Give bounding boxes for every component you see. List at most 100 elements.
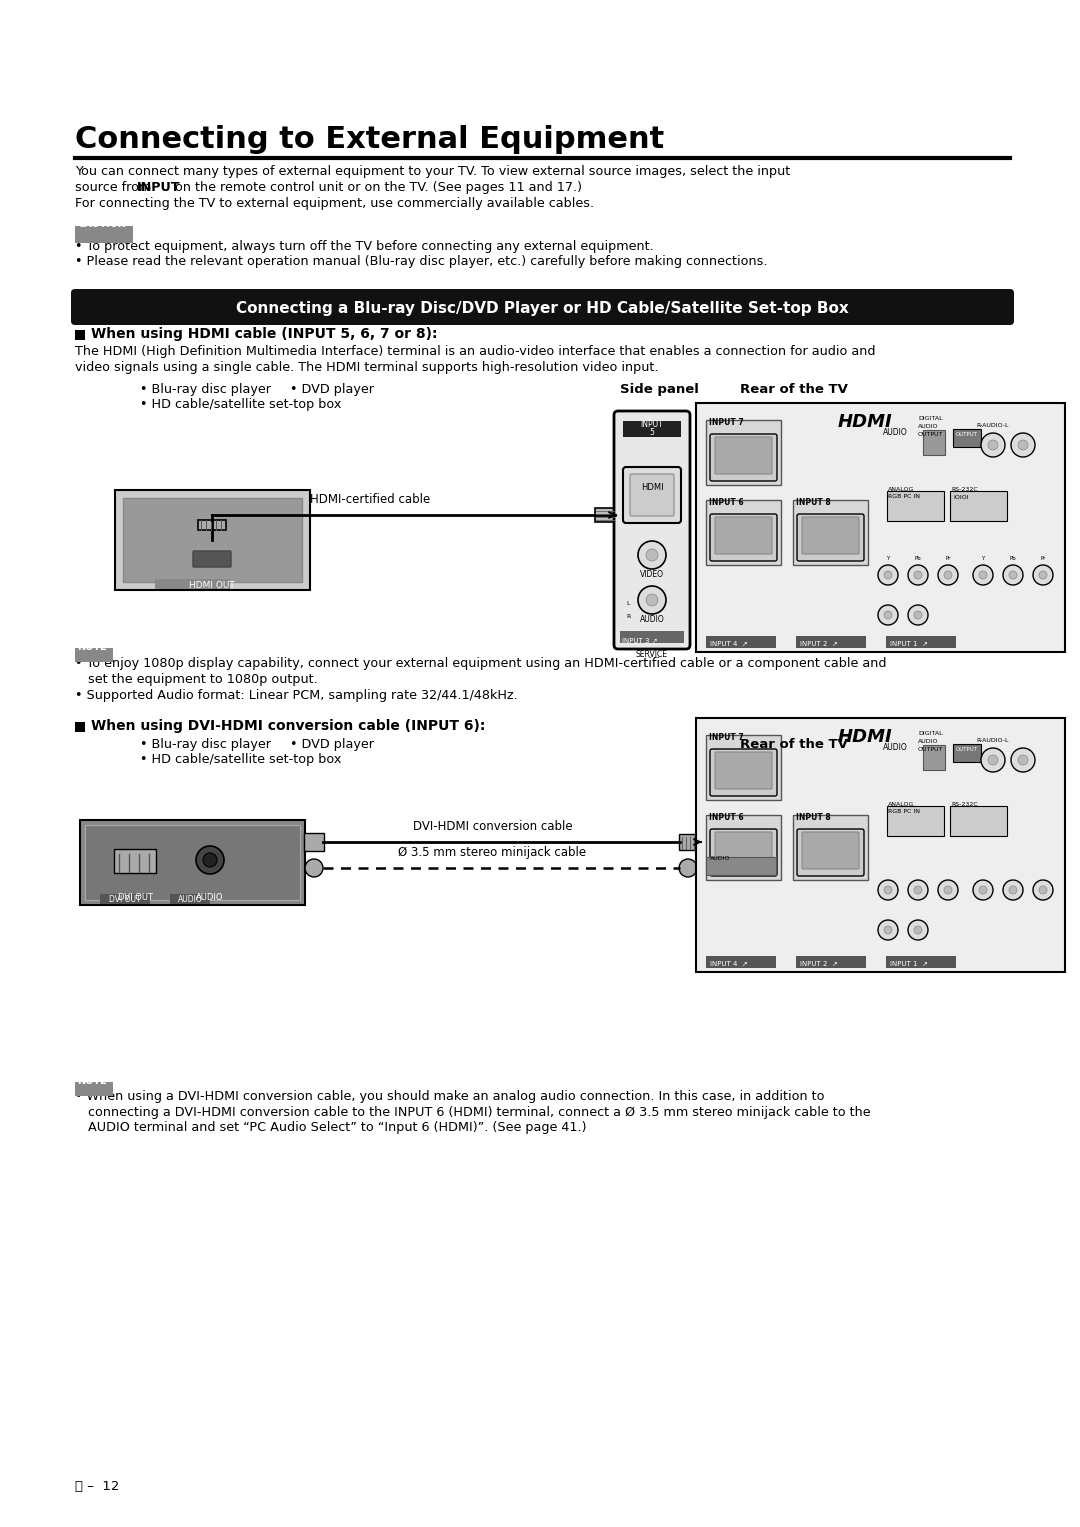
Text: Connecting a Blu-ray Disc/DVD Player or HD Cable/Satellite Set-top Box: Connecting a Blu-ray Disc/DVD Player or … bbox=[237, 301, 849, 316]
Text: AUDIO: AUDIO bbox=[710, 857, 730, 861]
Text: HDMI: HDMI bbox=[640, 483, 663, 492]
Bar bbox=[953, 744, 981, 762]
Text: INPUT 7: INPUT 7 bbox=[708, 733, 744, 742]
Text: RS-232C: RS-232C bbox=[951, 802, 977, 806]
FancyBboxPatch shape bbox=[950, 492, 1007, 521]
Text: INPUT 4  ↗: INPUT 4 ↗ bbox=[710, 641, 747, 647]
Text: R: R bbox=[626, 614, 631, 618]
Circle shape bbox=[988, 754, 998, 765]
Bar bbox=[75, 330, 85, 341]
FancyBboxPatch shape bbox=[802, 832, 859, 869]
Bar bbox=[796, 637, 866, 647]
FancyBboxPatch shape bbox=[71, 289, 1014, 325]
Circle shape bbox=[908, 605, 928, 625]
Text: OUTPUT: OUTPUT bbox=[918, 747, 943, 751]
Text: • Blu-ray disc player: • Blu-ray disc player bbox=[140, 738, 271, 751]
FancyBboxPatch shape bbox=[797, 829, 864, 876]
FancyBboxPatch shape bbox=[615, 411, 690, 649]
Text: OUTPUT: OUTPUT bbox=[956, 432, 978, 437]
Text: INPUT: INPUT bbox=[137, 182, 180, 194]
Circle shape bbox=[914, 611, 922, 618]
Circle shape bbox=[978, 571, 987, 579]
Bar bbox=[623, 421, 681, 437]
Text: on the remote control unit or on the TV. (See pages 11 and 17.): on the remote control unit or on the TV.… bbox=[171, 182, 582, 194]
Text: Rear of the TV: Rear of the TV bbox=[740, 738, 848, 751]
Circle shape bbox=[1009, 886, 1017, 893]
FancyBboxPatch shape bbox=[797, 515, 864, 560]
Circle shape bbox=[908, 880, 928, 899]
Text: Side panel: Side panel bbox=[620, 383, 699, 395]
Text: DIGITAL: DIGITAL bbox=[918, 731, 943, 736]
Circle shape bbox=[203, 854, 217, 867]
Circle shape bbox=[885, 571, 892, 579]
FancyBboxPatch shape bbox=[696, 403, 1065, 652]
Bar bbox=[923, 745, 945, 770]
Text: DVI OUT: DVI OUT bbox=[109, 895, 140, 904]
Circle shape bbox=[944, 571, 951, 579]
Circle shape bbox=[914, 886, 922, 893]
Text: • Blu-ray disc player: • Blu-ray disc player bbox=[140, 383, 271, 395]
Circle shape bbox=[908, 565, 928, 585]
Circle shape bbox=[679, 860, 697, 876]
Bar bbox=[886, 956, 956, 968]
FancyBboxPatch shape bbox=[793, 815, 868, 880]
Circle shape bbox=[981, 434, 1005, 457]
Text: SERVICE: SERVICE bbox=[636, 651, 669, 660]
Bar bbox=[620, 631, 684, 643]
FancyBboxPatch shape bbox=[706, 420, 781, 486]
Text: AUDIO: AUDIO bbox=[883, 744, 908, 751]
Bar bbox=[170, 893, 210, 904]
Text: INPUT: INPUT bbox=[640, 420, 663, 429]
Bar bbox=[100, 893, 150, 904]
Text: AUDIO: AUDIO bbox=[918, 425, 939, 429]
FancyBboxPatch shape bbox=[706, 815, 781, 880]
Circle shape bbox=[944, 886, 951, 893]
Text: 5: 5 bbox=[649, 428, 654, 437]
FancyBboxPatch shape bbox=[80, 820, 305, 906]
FancyBboxPatch shape bbox=[303, 834, 324, 851]
Text: Ø 3.5 mm stereo minijack cable: Ø 3.5 mm stereo minijack cable bbox=[399, 846, 586, 860]
Text: Rear of the TV: Rear of the TV bbox=[740, 383, 848, 395]
Circle shape bbox=[978, 886, 987, 893]
Bar bbox=[75, 226, 133, 243]
Text: L: L bbox=[626, 602, 630, 606]
Text: Y: Y bbox=[887, 556, 890, 560]
Bar bbox=[706, 637, 777, 647]
Circle shape bbox=[914, 925, 922, 935]
FancyBboxPatch shape bbox=[193, 551, 231, 567]
FancyBboxPatch shape bbox=[715, 518, 772, 554]
Circle shape bbox=[878, 605, 897, 625]
Text: For connecting the TV to external equipment, use commercially available cables.: For connecting the TV to external equipm… bbox=[75, 197, 594, 211]
Circle shape bbox=[1018, 440, 1028, 450]
Bar bbox=[75, 1083, 113, 1096]
Circle shape bbox=[1011, 748, 1035, 773]
Circle shape bbox=[988, 440, 998, 450]
FancyBboxPatch shape bbox=[710, 515, 777, 560]
Text: • DVD player: • DVD player bbox=[291, 383, 374, 395]
Text: HDMI: HDMI bbox=[838, 728, 893, 747]
Text: RGB PC IN: RGB PC IN bbox=[888, 495, 920, 499]
Bar bbox=[886, 637, 956, 647]
Circle shape bbox=[878, 880, 897, 899]
Text: VIDEO: VIDEO bbox=[640, 570, 664, 579]
Circle shape bbox=[914, 571, 922, 579]
Text: INPUT 8: INPUT 8 bbox=[796, 498, 831, 507]
Text: RS-232C: RS-232C bbox=[951, 487, 977, 492]
Text: • When using a DVI-HDMI conversion cable, you should make an analog audio connec: • When using a DVI-HDMI conversion cable… bbox=[75, 1090, 824, 1102]
Text: • HD cable/satellite set-top box: • HD cable/satellite set-top box bbox=[140, 399, 341, 411]
Text: When using HDMI cable (INPUT 5, 6, 7 or 8):: When using HDMI cable (INPUT 5, 6, 7 or … bbox=[91, 327, 437, 341]
Text: AUDIO terminal and set “PC Audio Select” to “Input 6 (HDMI)”. (See page 41.): AUDIO terminal and set “PC Audio Select”… bbox=[87, 1121, 586, 1135]
Text: INPUT 8: INPUT 8 bbox=[796, 812, 831, 822]
Text: NOTE: NOTE bbox=[77, 1077, 107, 1086]
Text: NOTE: NOTE bbox=[77, 641, 107, 652]
Text: Y: Y bbox=[982, 556, 985, 560]
FancyBboxPatch shape bbox=[710, 750, 777, 796]
FancyBboxPatch shape bbox=[706, 734, 781, 800]
Text: AUDIO: AUDIO bbox=[639, 615, 664, 625]
Bar bbox=[706, 956, 777, 968]
Text: INPUT 2  ↗: INPUT 2 ↗ bbox=[800, 641, 838, 647]
Circle shape bbox=[646, 594, 658, 606]
Text: video signals using a single cable. The HDMI terminal supports high-resolution v: video signals using a single cable. The … bbox=[75, 360, 659, 374]
Circle shape bbox=[1003, 565, 1023, 585]
Text: INPUT 6: INPUT 6 bbox=[708, 498, 744, 507]
